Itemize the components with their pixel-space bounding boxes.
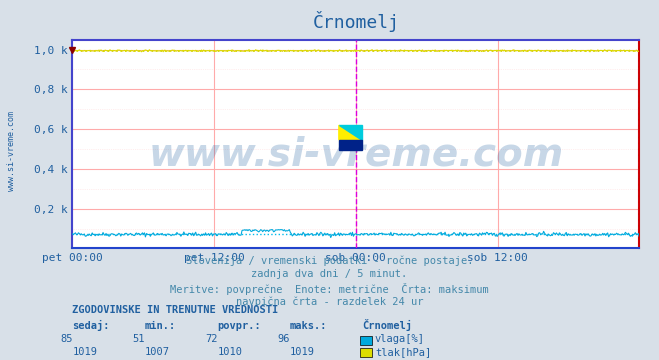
Text: vlaga[%]: vlaga[%] — [375, 334, 425, 344]
Text: 1019: 1019 — [72, 347, 98, 357]
Text: maks.:: maks.: — [290, 321, 328, 332]
Text: tlak[hPa]: tlak[hPa] — [375, 347, 431, 357]
Text: 96: 96 — [277, 334, 290, 344]
Bar — [339, 140, 362, 150]
Text: zadnja dva dni / 5 minut.: zadnja dva dni / 5 minut. — [251, 269, 408, 279]
Text: 51: 51 — [132, 334, 145, 344]
Text: www.si-vreme.com: www.si-vreme.com — [7, 111, 16, 191]
Text: Slovenija / vremenski podatki - ročne postaje.: Slovenija / vremenski podatki - ročne po… — [186, 256, 473, 266]
Text: ZGODOVINSKE IN TRENUTNE VREDNOSTI: ZGODOVINSKE IN TRENUTNE VREDNOSTI — [72, 305, 279, 315]
Text: www.si-vreme.com: www.si-vreme.com — [148, 135, 563, 174]
Text: 1007: 1007 — [145, 347, 170, 357]
Title: Črnomelj: Črnomelj — [312, 12, 399, 32]
Text: sedaj:: sedaj: — [72, 320, 110, 332]
Text: min.:: min.: — [145, 321, 176, 332]
Polygon shape — [339, 125, 362, 140]
Text: Meritve: povprečne  Enote: metrične  Črta: maksimum: Meritve: povprečne Enote: metrične Črta:… — [170, 283, 489, 295]
Polygon shape — [339, 125, 362, 140]
Text: navpična črta - razdelek 24 ur: navpična črta - razdelek 24 ur — [236, 297, 423, 307]
Text: 1019: 1019 — [290, 347, 315, 357]
Text: Črnomelj: Črnomelj — [362, 319, 413, 332]
Text: 85: 85 — [60, 334, 72, 344]
Text: 72: 72 — [205, 334, 217, 344]
Text: povpr.:: povpr.: — [217, 321, 261, 332]
Text: 1010: 1010 — [217, 347, 243, 357]
